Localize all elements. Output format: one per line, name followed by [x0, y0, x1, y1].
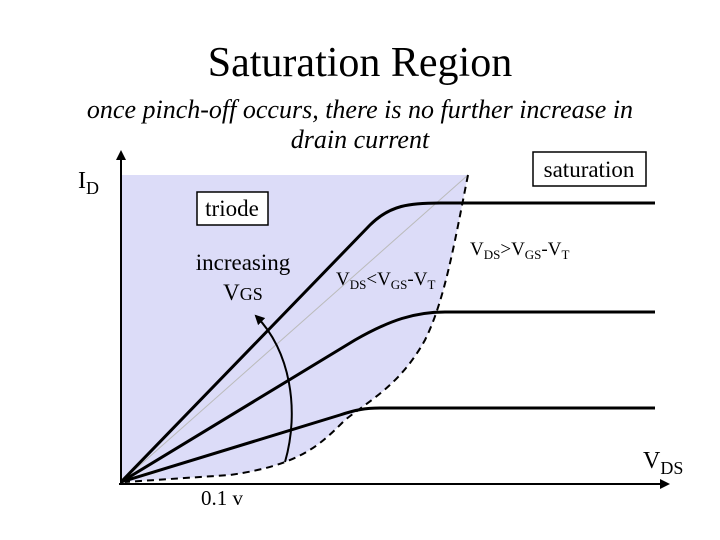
triode-box — [196, 191, 269, 226]
x-tick-label: 0.1 v — [201, 486, 244, 510]
triode-label: triode — [205, 196, 259, 221]
subtitle-line: drain current — [291, 125, 430, 154]
label-part: >V — [500, 239, 525, 260]
label-part: -V — [407, 269, 427, 290]
label-part: <V — [366, 269, 391, 290]
label-part: D — [86, 178, 99, 198]
label-part: T — [427, 277, 435, 292]
label-part: -V — [541, 239, 561, 260]
label-part: T — [561, 247, 569, 262]
pinch-off-curve — [124, 174, 469, 483]
id-curve — [119, 201, 655, 484]
guide-line — [120, 174, 469, 483]
y-axis-label: ID — [78, 168, 99, 198]
title: Saturation Region — [208, 40, 512, 86]
label-part: V — [336, 269, 350, 290]
id-curve — [120, 310, 655, 484]
increasing-label: increasing — [196, 250, 291, 275]
label-part: DS — [350, 277, 367, 292]
saturation-label: saturation — [544, 157, 635, 182]
label-part: DS — [484, 247, 501, 262]
x-axis-label: VDS — [643, 448, 683, 478]
label-part: GS — [240, 284, 263, 304]
label-part: I — [78, 168, 86, 194]
increasing-label: VGS — [223, 280, 263, 305]
label-part: V — [223, 280, 240, 305]
id-curve — [120, 406, 655, 484]
saturation-condition: VDS>VGS-VT — [470, 239, 569, 262]
label-part: V — [643, 448, 661, 474]
label-part: GS — [391, 277, 408, 292]
subtitle-line: once pinch-off occurs, there is no furth… — [87, 95, 633, 124]
label-part: V — [470, 239, 484, 260]
label-part: GS — [525, 247, 542, 262]
increasing-arrow — [254, 314, 293, 463]
triode-condition: VDS<VGS-VT — [336, 269, 435, 292]
label-part: DS — [660, 458, 683, 478]
saturation-box — [532, 151, 647, 187]
